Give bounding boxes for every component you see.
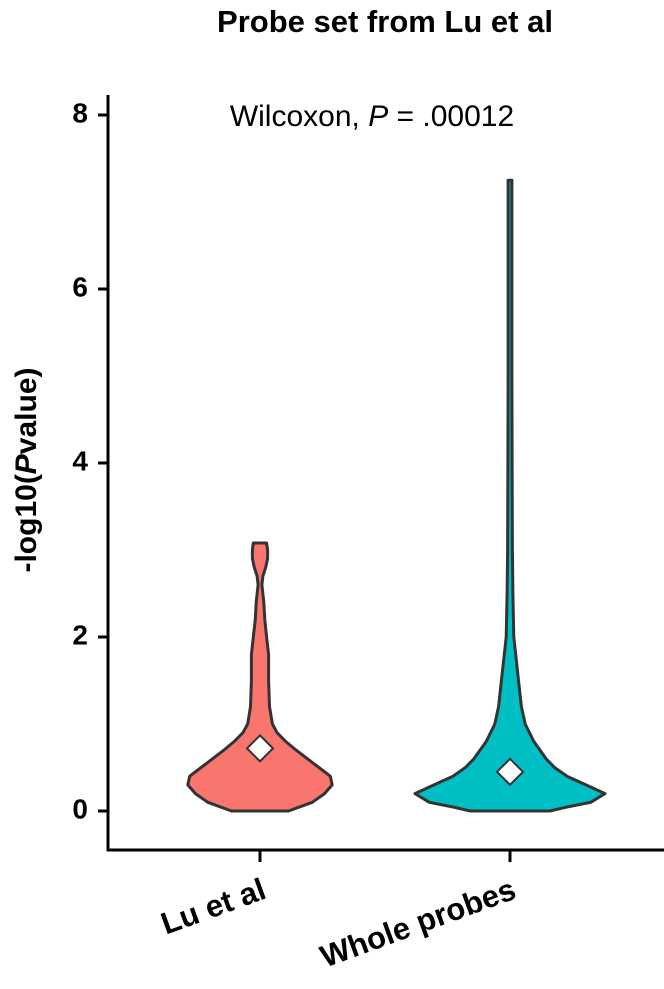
y-tick-label: 6	[72, 271, 88, 302]
y-tick-label: 4	[72, 445, 88, 476]
annotation-text: Wilcoxon,	[230, 100, 368, 133]
mean-marker	[495, 757, 525, 787]
chart-title: Probe set from Lu et al	[217, 4, 553, 39]
x-tick-label: Whole probes	[316, 871, 521, 974]
y-tick-label: 0	[72, 793, 88, 824]
annotation-text: = .00012	[388, 100, 514, 133]
y-axis-label-text: P	[10, 453, 43, 474]
y-axis-label: -log10(Pvalue)	[10, 367, 43, 572]
annotation: Wilcoxon, P = .00012	[230, 100, 514, 133]
violin	[413, 178, 607, 813]
mean-marker	[245, 733, 275, 763]
y-axis-label-text: value)	[10, 367, 43, 454]
y-tick-label: 8	[72, 97, 88, 128]
y-tick-label: 2	[72, 619, 88, 650]
y-axis-label-text: -log10(	[10, 474, 43, 572]
annotation-text: P	[368, 100, 388, 133]
x-tick-label: Lu et al	[156, 871, 270, 941]
violin	[186, 541, 334, 813]
